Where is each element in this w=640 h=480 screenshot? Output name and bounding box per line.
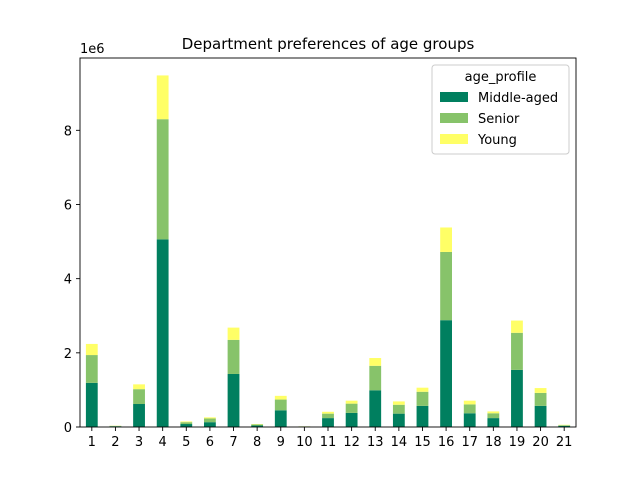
bar-young-5 (180, 421, 193, 423)
bar-middle-aged-21 (558, 425, 571, 427)
legend-swatch-middle-aged (440, 92, 468, 102)
bar-middle-aged-17 (463, 413, 476, 427)
bar-senior-5 (180, 422, 193, 425)
x-tick-label: 5 (182, 435, 190, 450)
x-tick-label: 7 (229, 435, 237, 450)
x-tick-label: 14 (391, 435, 408, 450)
chart-title: Department preferences of age groups (182, 35, 475, 53)
bar-middle-aged-1 (85, 382, 98, 427)
bar-middle-aged-6 (204, 422, 216, 427)
bar-middle-aged-20 (534, 405, 547, 427)
x-tick-label: 16 (438, 435, 455, 450)
bar-young-6 (204, 417, 216, 419)
bar-middle-aged-7 (227, 373, 240, 427)
bar-senior-9 (274, 399, 287, 411)
x-tick-label: 19 (509, 435, 526, 450)
bar-young-9 (274, 395, 287, 400)
y-tick-label: 0 (64, 421, 72, 436)
y-tick-label: 8 (64, 124, 72, 139)
legend: age_profile Middle-aged Senior Young (431, 64, 570, 155)
x-tick-label: 11 (320, 435, 337, 450)
bar-senior-19 (511, 332, 523, 370)
bar-middle-aged-15 (416, 405, 429, 427)
bar-young-4 (156, 75, 169, 120)
x-tick-label: 21 (556, 435, 573, 450)
bar-middle-aged-3 (133, 404, 145, 427)
bar-senior-18 (487, 413, 500, 419)
bar-senior-3 (133, 389, 145, 404)
y-tick-label: 2 (64, 347, 72, 362)
x-tick-label: 9 (277, 435, 285, 450)
bar-senior-8 (251, 424, 264, 426)
bar-middle-aged-9 (274, 410, 287, 427)
x-tick-label: 2 (111, 435, 119, 450)
legend-box (431, 64, 570, 155)
legend-label: Middle-aged (478, 91, 558, 106)
bar-young-1 (85, 343, 98, 356)
bar-young-13 (369, 358, 382, 366)
x-tick-label: 1 (88, 435, 96, 450)
legend-label: Senior (478, 112, 520, 127)
x-tick-label: 15 (414, 435, 431, 450)
x-tick-label: 12 (343, 435, 360, 450)
bar-senior-13 (369, 365, 382, 391)
bar-senior-15 (416, 391, 429, 406)
bar-young-12 (345, 400, 358, 404)
legend-title: age_profile (465, 70, 537, 85)
bar-young-11 (322, 411, 334, 414)
bar-middle-aged-5 (180, 424, 193, 427)
bar-middle-aged-13 (369, 390, 382, 427)
bar-middle-aged-11 (322, 418, 334, 427)
x-tick-label: 6 (206, 435, 214, 450)
bar-senior-14 (392, 404, 405, 414)
x-tick-label: 18 (485, 435, 502, 450)
bar-middle-aged-12 (345, 412, 358, 427)
bar-young-16 (440, 227, 452, 252)
bar-middle-aged-14 (392, 413, 405, 427)
bar-young-15 (416, 387, 429, 392)
bars-layer (85, 75, 571, 427)
bar-middle-aged-4 (156, 239, 169, 427)
bar-middle-aged-8 (251, 425, 264, 427)
bar-senior-1 (85, 355, 98, 383)
x-tick-label: 13 (367, 435, 384, 450)
x-tick-label: 10 (296, 435, 313, 450)
x-tick-label: 8 (253, 435, 261, 450)
legend-swatch-senior (440, 113, 468, 123)
bar-middle-aged-16 (440, 320, 452, 427)
y-tick-label: 4 (64, 273, 72, 288)
x-tick-label: 17 (461, 435, 478, 450)
bar-senior-21 (558, 425, 571, 426)
x-tick-label: 3 (135, 435, 143, 450)
bar-middle-aged-18 (487, 418, 500, 427)
bar-senior-11 (322, 413, 334, 419)
x-tick-label: 20 (532, 435, 549, 450)
bar-senior-6 (204, 418, 216, 423)
bar-senior-16 (440, 251, 452, 321)
bar-young-3 (133, 384, 145, 390)
legend-swatch-young (440, 134, 468, 144)
bar-young-19 (511, 320, 523, 333)
bar-senior-20 (534, 392, 547, 406)
bar-young-7 (227, 327, 240, 340)
bar-middle-aged-19 (511, 369, 523, 427)
bar-senior-7 (227, 339, 240, 374)
bar-young-18 (487, 411, 500, 414)
bar-young-20 (534, 388, 547, 393)
bar-young-14 (392, 401, 405, 405)
bar-young-17 (463, 400, 476, 405)
y-tick-label: 6 (64, 198, 72, 213)
x-tick-label: 4 (159, 435, 167, 450)
bar-senior-17 (463, 404, 476, 414)
bar-senior-12 (345, 403, 358, 413)
bar-senior-4 (156, 119, 169, 240)
legend-label: Young (477, 133, 517, 148)
y-scale-label: 1e6 (80, 42, 105, 57)
